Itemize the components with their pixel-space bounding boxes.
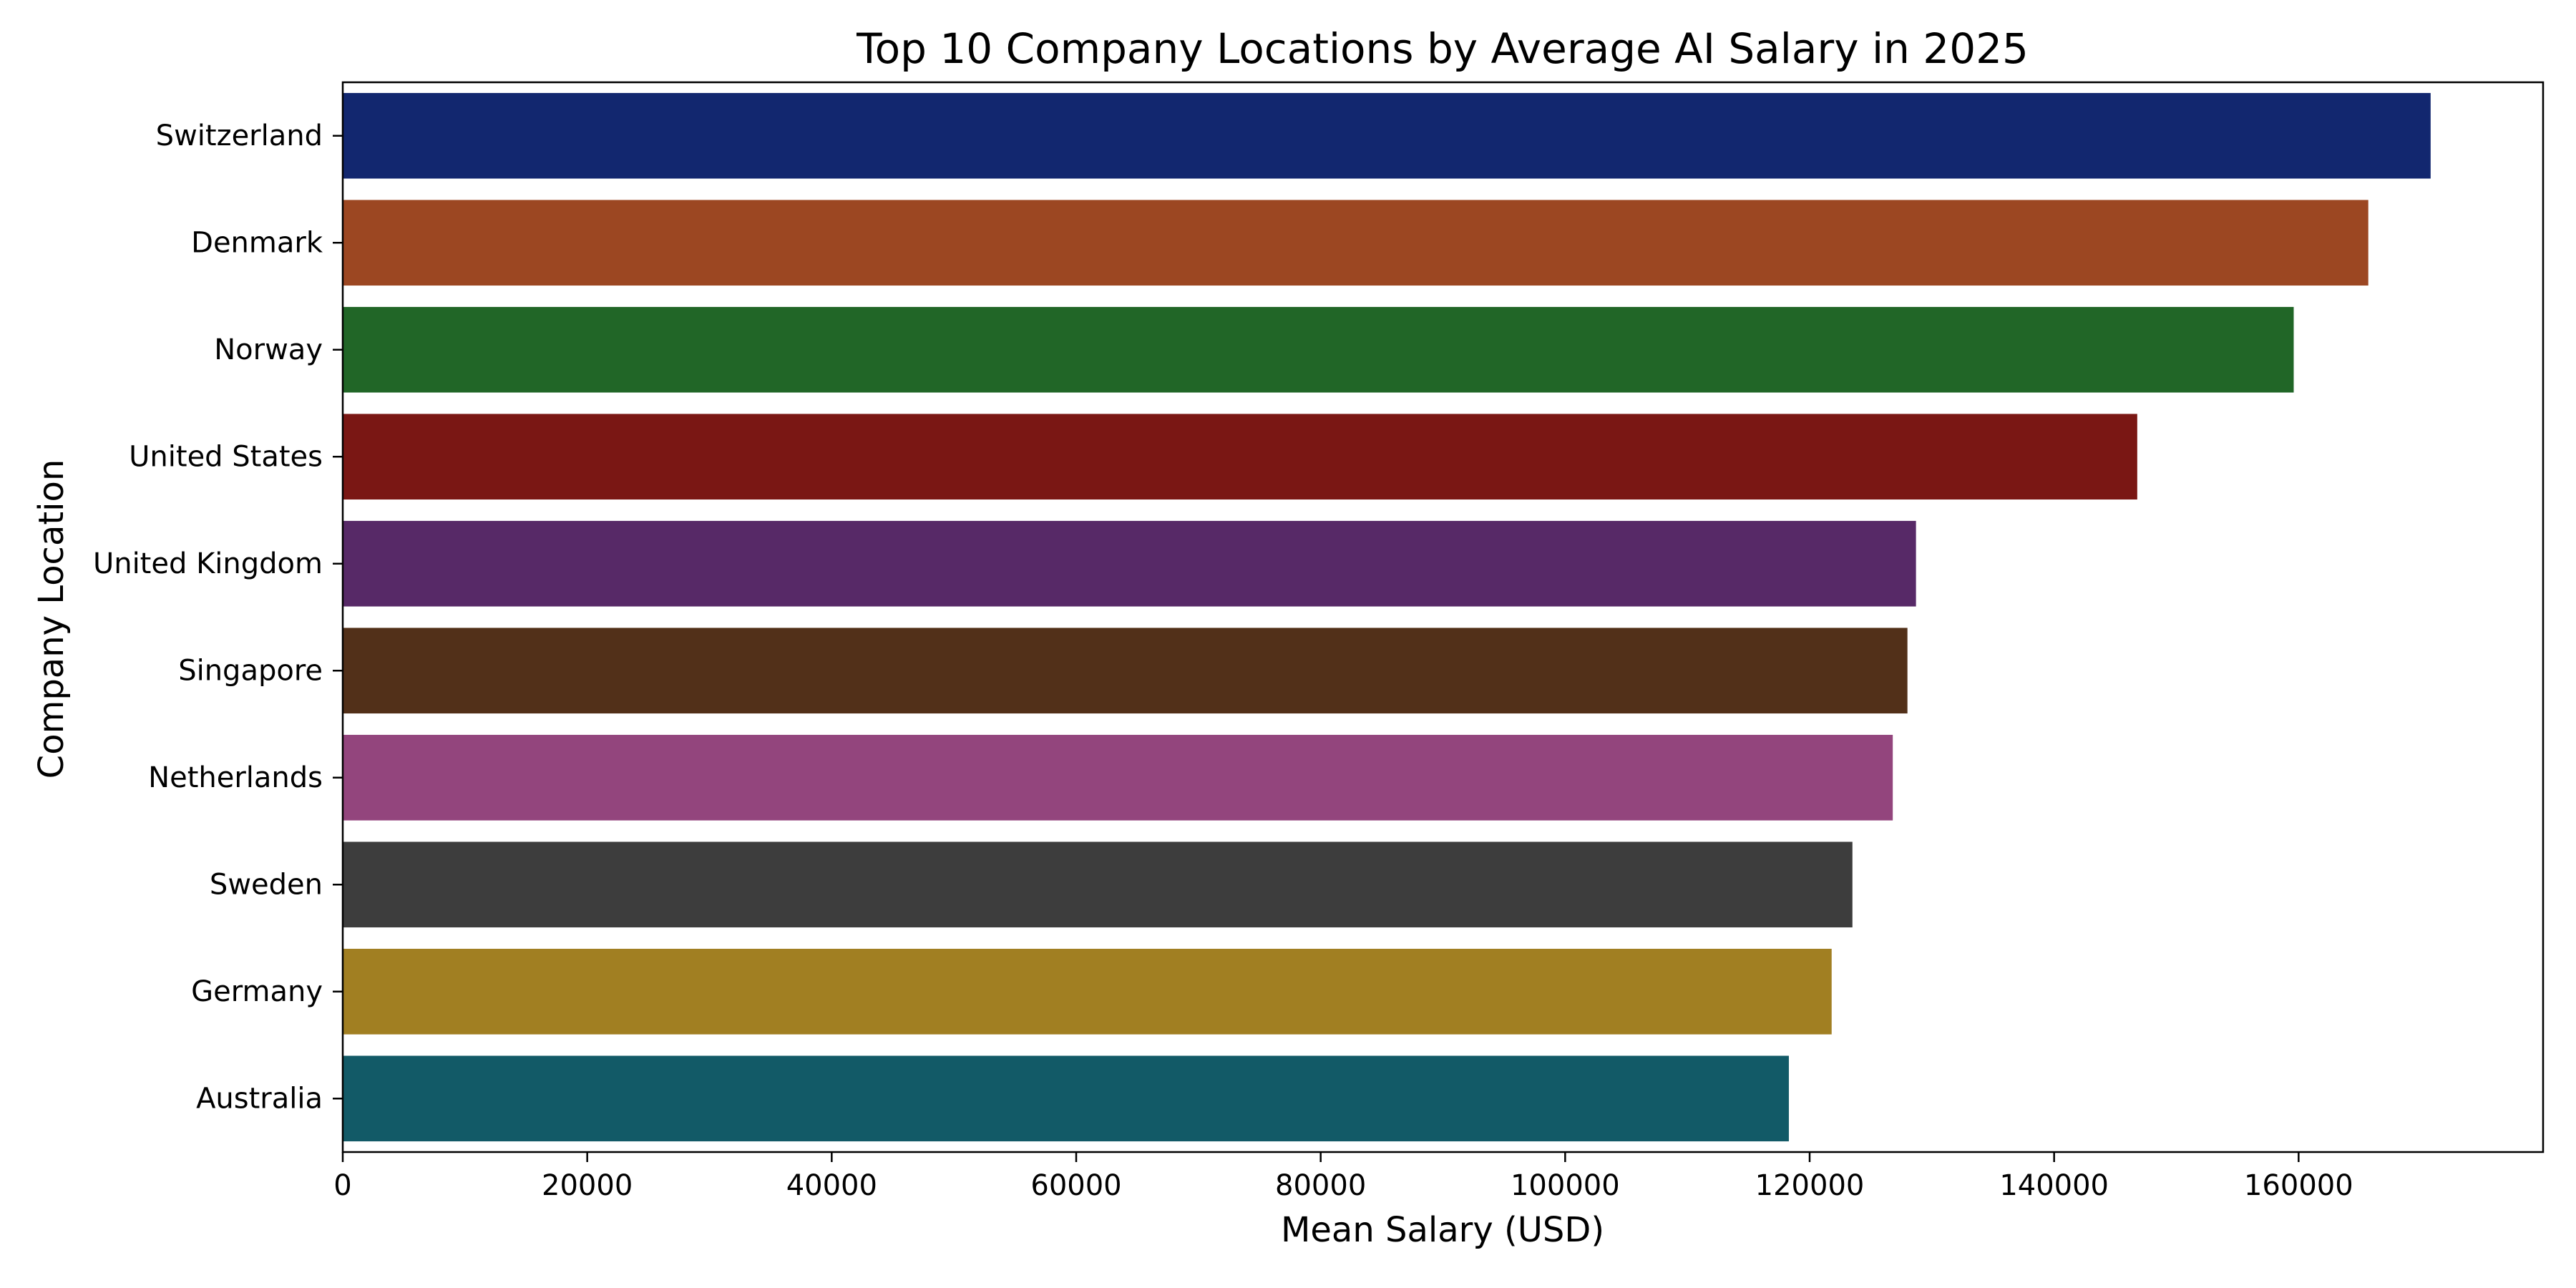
- y-tick-label-australia: Australia: [196, 1082, 323, 1115]
- bar-denmark: [343, 200, 2368, 286]
- y-tick-label-netherlands: Netherlands: [148, 761, 323, 794]
- y-tick-label-denmark: Denmark: [191, 226, 323, 259]
- x-tick-label: 140000: [1999, 1169, 2109, 1202]
- x-axis-ticks: 0 20000 40000 60000 80000 100000 120000 140000 1…: [333, 1152, 2353, 1202]
- bar-netherlands: [343, 734, 1893, 821]
- x-tick-label: 100000: [1511, 1169, 1620, 1202]
- y-tick-label-united-kingdom: United Kingdom: [93, 547, 323, 580]
- bar-united-kingdom: [343, 520, 1916, 607]
- x-tick-label: 160000: [2244, 1169, 2353, 1202]
- x-tick-label: 80000: [1275, 1169, 1366, 1202]
- x-tick-label: 60000: [1030, 1169, 1121, 1202]
- x-tick-label: 0: [333, 1169, 351, 1202]
- bar-sweden: [343, 841, 1853, 928]
- plot-frame: [341, 81, 2545, 1153]
- y-tick-label-sweden: Sweden: [210, 868, 323, 901]
- y-tick-label-united-states: United States: [129, 440, 323, 473]
- bar-germany: [343, 948, 1832, 1035]
- bar-australia: [343, 1055, 1789, 1142]
- y-tick-label-norway: Norway: [214, 333, 323, 366]
- x-axis-label: Mean Salary (USD): [1281, 1210, 1604, 1250]
- chart-title: Top 10 Company Locations by Average AI S…: [856, 24, 2029, 73]
- bar-switzerland: [343, 92, 2431, 179]
- x-tick-label: 120000: [1755, 1169, 1865, 1202]
- bar-singapore: [343, 628, 1908, 714]
- y-axis-ticks: Switzerland Denmark Norway United States Uni…: [93, 119, 343, 1115]
- x-tick-label: 40000: [786, 1169, 877, 1202]
- x-tick-label: 20000: [542, 1169, 633, 1202]
- y-tick-label-switzerland: Switzerland: [156, 119, 323, 152]
- y-axis-label: Company Location: [31, 459, 72, 779]
- y-tick-label-germany: Germany: [191, 975, 323, 1008]
- y-tick-label-singapore: Singapore: [178, 654, 323, 687]
- bar-norway: [343, 306, 2294, 393]
- bars-group: [343, 92, 2431, 1142]
- bar-united-states: [343, 414, 2137, 500]
